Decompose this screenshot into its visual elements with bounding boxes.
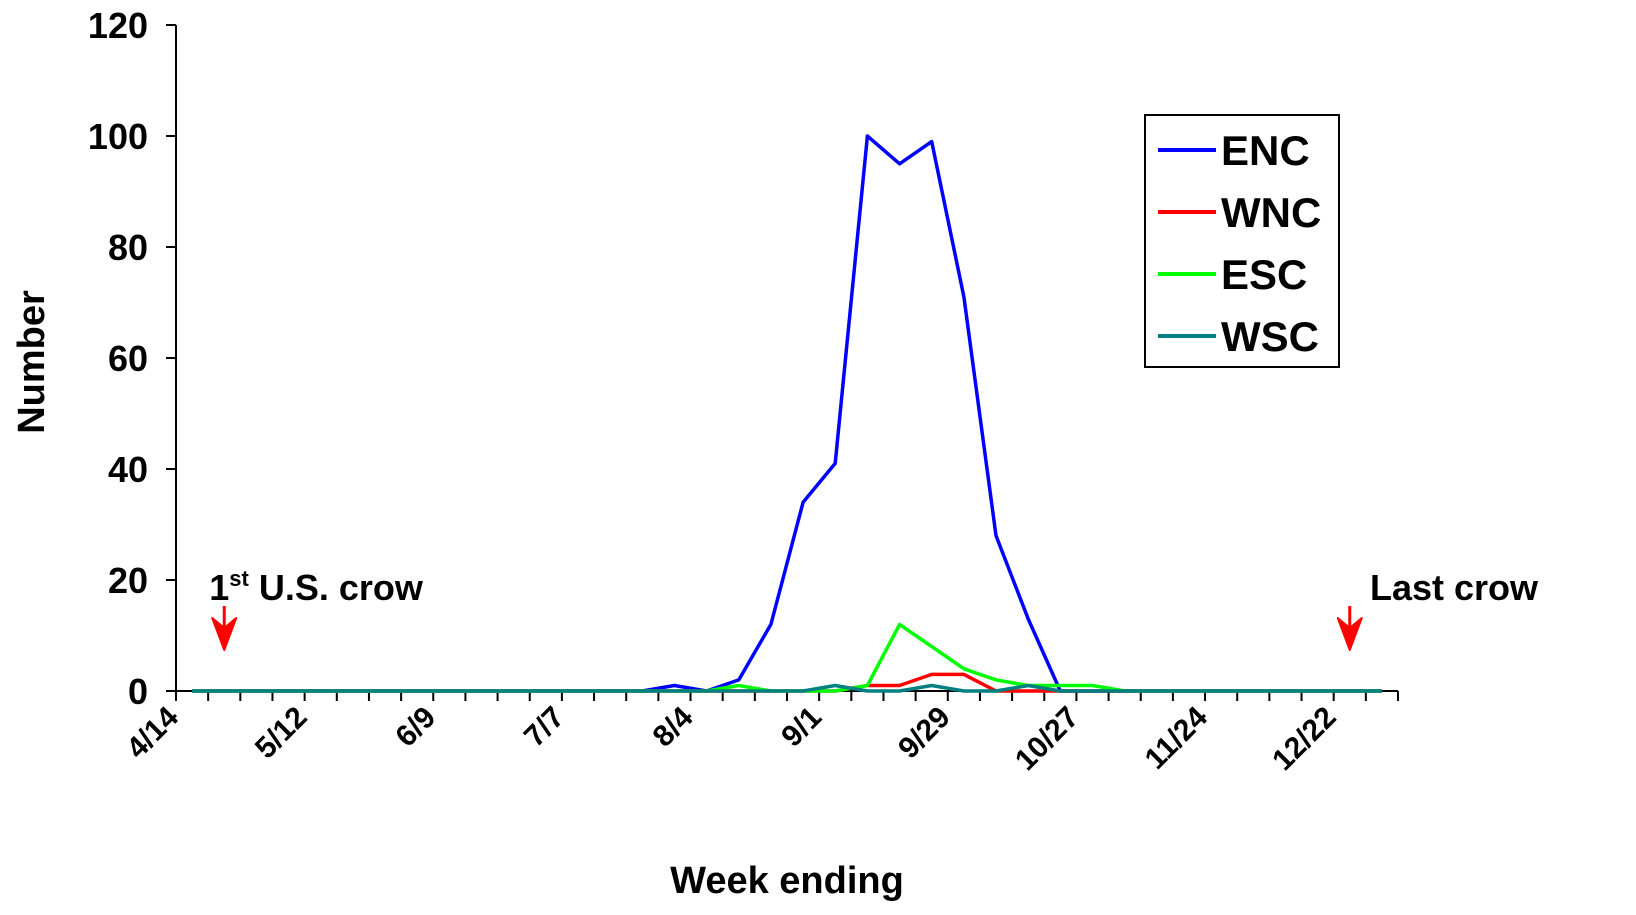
- x-tick-label: 10/27: [1009, 701, 1085, 777]
- y-tick-label: 120: [88, 5, 148, 46]
- legend-label-enc: ENC: [1221, 127, 1310, 174]
- series-line-wsc: [192, 683, 1382, 693]
- x-tick-label: 7/7: [518, 701, 571, 754]
- y-axis-label: Number: [11, 290, 53, 434]
- x-tick-label: 6/9: [389, 701, 442, 754]
- annotation-label: 1st U.S. crow: [209, 566, 424, 608]
- x-tick-label: 9/1: [775, 701, 828, 754]
- arrow-icon: [211, 617, 238, 651]
- legend-label-wnc: WNC: [1221, 189, 1321, 236]
- series-line-esc: [192, 622, 1382, 693]
- y-tick-label: 0: [128, 671, 148, 712]
- y-tick-label: 20: [108, 560, 148, 601]
- x-tick-label: 9/29: [892, 701, 957, 766]
- x-axis-label: Week ending: [670, 860, 904, 902]
- x-tick-label: 8/4: [647, 700, 700, 753]
- annotation-label: Last crow: [1370, 567, 1539, 608]
- legend-label-wsc: WSC: [1221, 313, 1319, 360]
- y-tick-label: 100: [88, 116, 148, 157]
- series-line-wnc: [192, 672, 1382, 693]
- y-tick-label: 80: [108, 227, 148, 268]
- x-tick-label: 12/22: [1266, 701, 1342, 777]
- y-tick-label: 40: [108, 449, 148, 490]
- x-tick-label: 11/24: [1139, 700, 1214, 775]
- arrow-icon: [1336, 617, 1363, 651]
- legend-label-esc: ESC: [1221, 251, 1307, 298]
- legend-box: [1144, 114, 1340, 368]
- y-tick-label: 60: [108, 338, 148, 379]
- x-tick-label: 5/12: [249, 701, 314, 766]
